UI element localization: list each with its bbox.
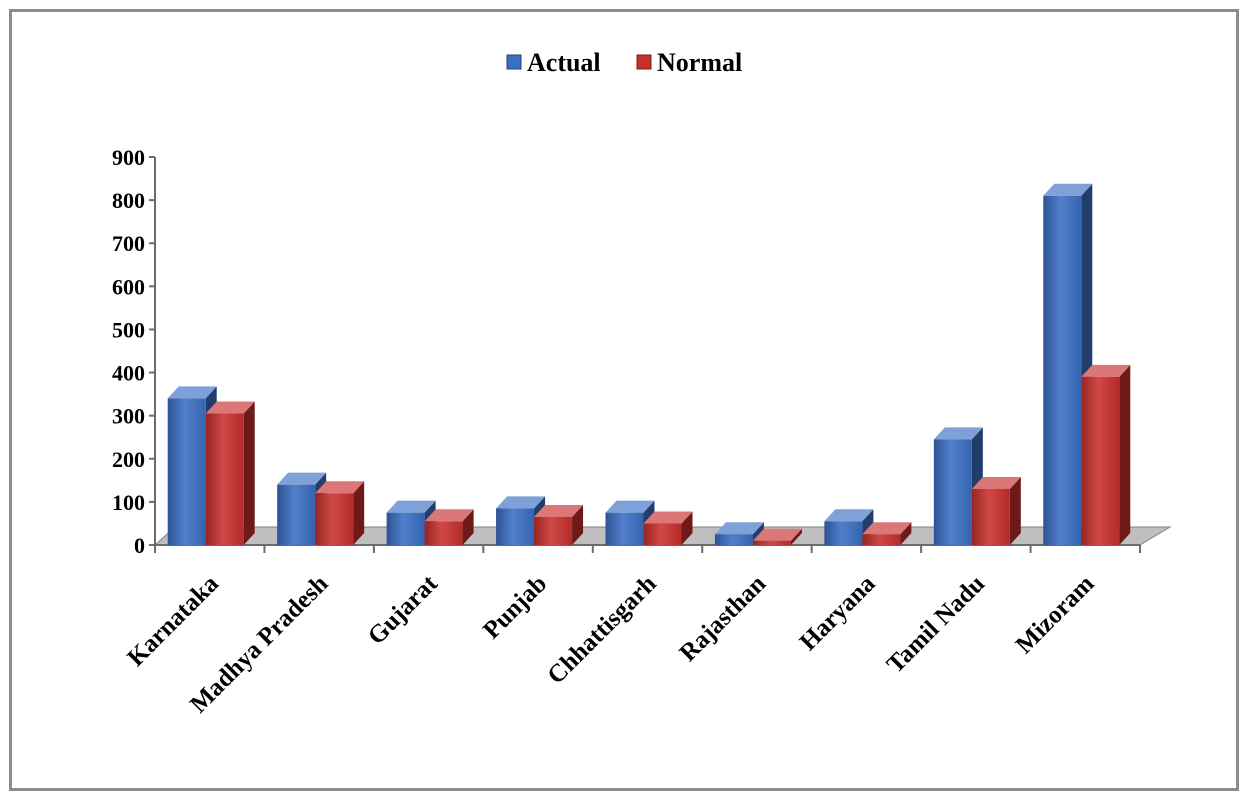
bar-side [790, 528, 802, 545]
bar-top [315, 481, 365, 494]
bar-front [824, 521, 863, 545]
bar-front [424, 521, 463, 545]
bar-normal-chhattisgarh [643, 511, 693, 545]
bar-front [386, 512, 425, 545]
bar-top [1043, 183, 1093, 196]
x-tick-label: Haryana [795, 570, 881, 656]
bar-normal-karnataka [205, 401, 255, 545]
bar-top [714, 522, 764, 535]
bar-front [862, 534, 901, 545]
y-tick-label: 800 [112, 188, 145, 213]
x-tick-label: Mizoram [1011, 570, 1100, 659]
bar-top [167, 386, 217, 399]
y-tick-label: 400 [112, 361, 145, 386]
bar-side [462, 509, 474, 545]
bar-top [824, 509, 874, 522]
bar-top [277, 472, 327, 485]
bar-front [643, 523, 682, 545]
legend-swatch [636, 54, 652, 70]
x-tick-label: Rajasthan [674, 570, 771, 667]
legend-label: Actual [527, 48, 601, 77]
bar-normal-rajasthan [752, 528, 802, 545]
bar-actual-chhattisgarh [605, 500, 655, 545]
bars [167, 183, 1131, 546]
bar-top [496, 496, 546, 509]
bar-top [971, 476, 1021, 489]
y-tick-label: 0 [134, 533, 145, 558]
bar-front [605, 512, 644, 545]
bar-top [1081, 364, 1131, 377]
bar-side [572, 504, 584, 545]
bar-normal-haryana [862, 522, 912, 545]
bar-side [681, 511, 693, 545]
bar-front [315, 493, 354, 545]
bar-normal-punjab [534, 504, 584, 545]
y-tick-label: 200 [112, 447, 145, 472]
legend-item-normal: Normal [636, 48, 742, 77]
bar-front [1081, 376, 1120, 545]
bar-side [243, 401, 255, 545]
x-tick-label: Punjab [478, 570, 552, 644]
bar-side [1009, 476, 1021, 545]
legend: Actual Normal [506, 48, 742, 77]
bar-front [752, 540, 791, 545]
y-tick-label: 700 [112, 231, 145, 256]
bar-front [167, 398, 206, 545]
y-tick-label: 500 [112, 317, 145, 342]
x-tick-label: Tamil Nadu [882, 570, 990, 678]
bar-side [900, 522, 912, 545]
x-tick-label: Karnataka [122, 570, 224, 672]
legend-label: Normal [657, 48, 742, 77]
y-tick-label: 100 [112, 490, 145, 515]
y-tick-label: 900 [112, 145, 145, 170]
bar-front [205, 413, 244, 545]
bar-top [933, 427, 983, 440]
bar-front [534, 516, 573, 545]
x-tick-label: Gujarat [363, 570, 443, 650]
bar-top [643, 511, 693, 524]
legend-item-actual: Actual [506, 48, 601, 77]
bar-top [386, 500, 436, 513]
bar-normal-tamil-nadu [971, 476, 1021, 545]
bar-front [277, 484, 316, 545]
bar-top [534, 504, 584, 517]
bar-normal-mizoram [1081, 364, 1131, 545]
bar-side [1119, 364, 1131, 545]
bar-normal-madhya-pradesh [315, 481, 365, 545]
bar-front [971, 488, 1010, 545]
bar-actual-mizoram [1043, 183, 1093, 546]
bar-front [714, 534, 753, 545]
legend-swatch [506, 54, 522, 70]
bar-top [862, 522, 912, 535]
bar-side [353, 481, 365, 545]
bar-top [605, 500, 655, 513]
bar-front [933, 439, 972, 545]
bar-normal-gujarat [424, 509, 474, 545]
y-tick-label: 600 [112, 274, 145, 299]
y-tick-label: 300 [112, 404, 145, 429]
x-tick-label: Chhattisgarh [542, 570, 661, 689]
bar-actual-gujarat [386, 500, 436, 545]
bar-top [205, 401, 255, 414]
bar-front [496, 508, 535, 545]
bar-top [424, 509, 474, 522]
bar-top [752, 528, 802, 541]
bar-front [1043, 195, 1082, 546]
